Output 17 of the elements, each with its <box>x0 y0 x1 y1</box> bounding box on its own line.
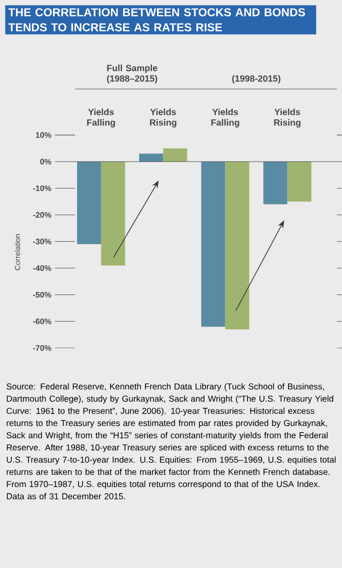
y-tick-label: -20% <box>33 212 52 218</box>
y-tick-label: -10% <box>33 185 52 192</box>
x-tick-label: Yields Falling <box>87 108 115 128</box>
y-tick-label: 10% <box>36 132 52 138</box>
x-tick-label: Yields Rising <box>274 108 300 128</box>
text: (1998-2015) <box>232 75 280 84</box>
y-tick-label: -40% <box>33 265 52 271</box>
x-tick-label: Yields Falling <box>211 108 240 128</box>
y-tick-label: -30% <box>33 238 52 244</box>
text: Full Sample (1988–2015) <box>107 64 158 84</box>
x-tick-label: Yields Rising <box>150 108 176 128</box>
chart-title: THE CORRELATION BETWEEN STOCKS AND BONDS TENDS TO INCREASE AS RATES RISE <box>8 8 306 32</box>
text: Source: Federal Reserve, Kenneth French Data Library (Tuck School of Business, Dartmouth College), study by Gurkaynak, Sack and Wright (“The U.S. Treasury Yield Curve: 1961 to the Present”, June 2006). 10-year Treasuries: Historical excess returns to the Treasury series are estimated from par rates provided by Gurkaynak, Sack and Wright, from the “H15” series of constant-maturity yields from the Federal Reserve. After 1988, 10-year Treasury series are spliced with excess returns to the U.S. Treasury 7-to-10-year Index. U.S. Equities: From 1955–1969, U.S. equities total returns are taken to be that of the market factor from the Kenneth French database. From 1970–1987, U.S. equities total returns correspond to that of the USA Index. Data as of 31 December 2015. <box>6 383 336 500</box>
y-tick-label: -60% <box>33 318 52 324</box>
y-tick-label: -70% <box>33 345 52 351</box>
y-tick-label: -50% <box>33 292 52 298</box>
y-tick-label: 0% <box>40 158 52 164</box>
